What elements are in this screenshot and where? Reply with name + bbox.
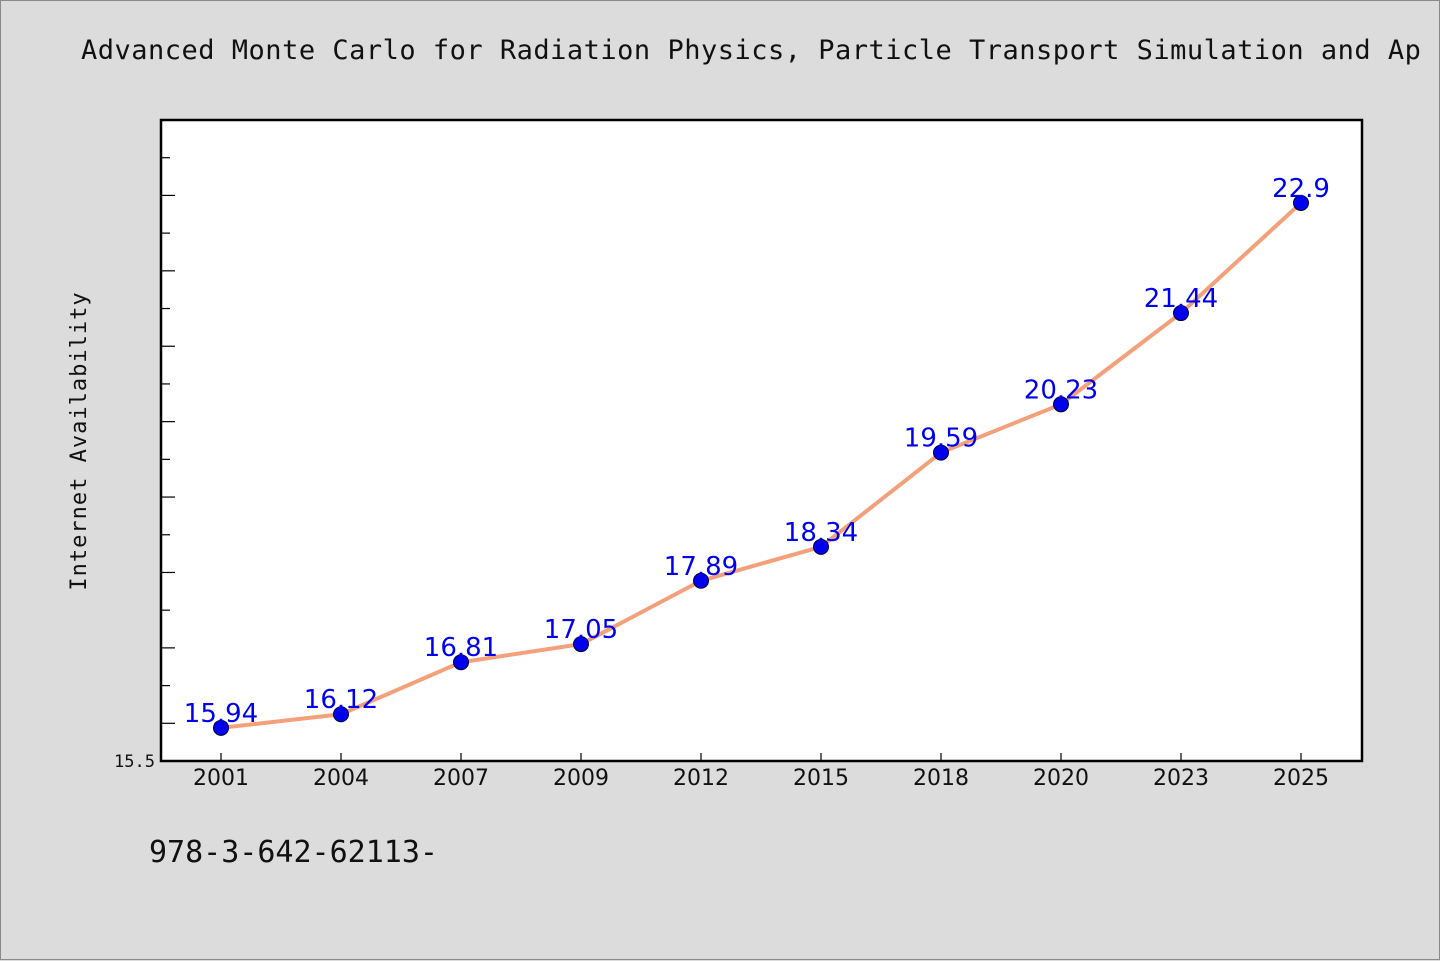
x-axis-tick-labels: 2001 2004 2007 2009 2012 2015 2018 2020 2023 2025 [193,766,1329,791]
chart-title: Advanced Monte Carlo for Radiation Physi… [81,35,1422,66]
data-label: 16.81 [424,633,498,663]
data-label: 16.12 [304,685,378,715]
data-point [573,636,589,653]
data-point [1173,305,1189,322]
x-tick-label: 2012 [673,766,729,791]
x-tick-label: 2020 [1033,766,1089,791]
data-point [813,538,829,555]
x-tick-label: 2001 [193,766,249,791]
data-labels: 15.94 16.12 16.81 17.05 17.89 18.34 19.59 20.23… [184,174,1330,729]
data-label: 17.05 [544,615,618,645]
data-label: 22.9 [1272,174,1330,204]
x-tick-label: 2009 [553,766,609,791]
data-point [693,572,709,589]
x-axis-ticks [220,753,1302,761]
data-label: 15.94 [184,699,258,729]
plot-area [159,118,1364,763]
x-tick-label: 2007 [433,766,489,791]
x-tick-label: 2004 [313,766,369,791]
y-axis-tick-labels: 15.5 [114,752,155,772]
x-tick-label: 2025 [1273,766,1329,791]
x-tick-label: 2015 [793,766,849,791]
data-label: 21.44 [1144,284,1218,314]
data-point [1053,396,1069,413]
y-tick-label: 15.5 [114,752,155,772]
data-point [333,706,349,723]
data-point [1293,194,1309,211]
data-point [933,444,949,461]
data-markers [213,194,1309,736]
data-point [453,654,469,671]
series-line [219,200,1303,730]
y-axis-title: Internet Availability [67,291,92,590]
footer-isbn-text: 978-3-642-62113- [149,835,438,870]
x-tick-label: 2018 [913,766,969,791]
data-label: 17.89 [664,552,738,582]
x-tick-label: 2023 [1153,766,1209,791]
data-label: 18.34 [784,518,858,548]
data-label: 20.23 [1024,375,1098,405]
y-axis-ticks [161,119,175,762]
data-point [213,719,229,736]
data-label: 19.59 [904,424,978,454]
